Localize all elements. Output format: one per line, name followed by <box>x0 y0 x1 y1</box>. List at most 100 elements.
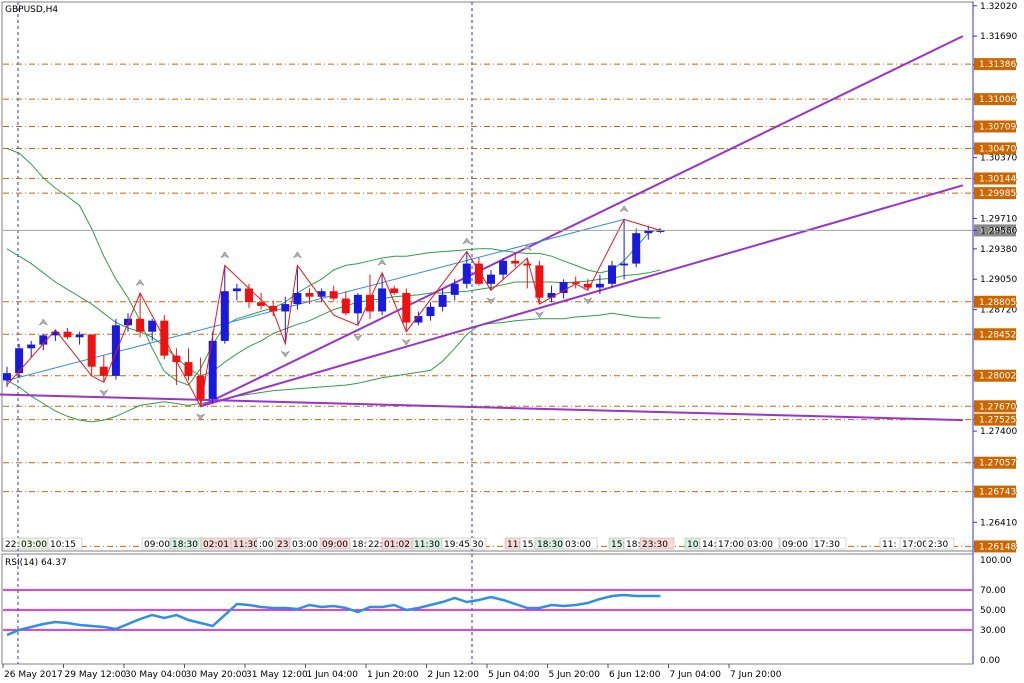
session-label: 11: <box>507 540 521 550</box>
session-label-box <box>469 537 487 550</box>
level-price-box <box>974 142 1016 155</box>
fractal-arrow-icon <box>99 389 109 397</box>
time-label: 30 May 20:00 <box>186 670 248 680</box>
time-label: 1 Jun 04:00 <box>307 670 359 680</box>
session-label-box <box>811 537 847 550</box>
time-label: 31 May 12:00 <box>246 670 308 680</box>
bear-candle <box>63 331 72 338</box>
bull-candle <box>281 304 290 312</box>
bear-candle <box>172 355 181 363</box>
fractal-arrows <box>38 205 629 421</box>
session-label-box <box>925 537 955 550</box>
level-price-label: 1.27525 <box>979 416 1016 426</box>
fractal-arrow-icon <box>38 318 49 326</box>
bear-candle <box>474 263 483 284</box>
session-label: 11:30 <box>414 540 440 550</box>
level-price-box <box>974 485 1016 498</box>
fractal-arrow-icon <box>583 297 593 305</box>
session-label: 09:00 <box>782 540 808 550</box>
bull-candle <box>426 306 435 317</box>
session-label-box <box>47 537 83 550</box>
price-tick-label: 1.26410 <box>980 518 1017 528</box>
bear-candle <box>341 298 350 314</box>
channel-line <box>200 184 964 408</box>
current-price-label: 1.29580 <box>979 226 1016 236</box>
bull-candle <box>232 288 241 292</box>
fractal-arrow-icon <box>401 338 412 346</box>
bear-candle <box>87 334 96 367</box>
time-label: 5 Jun 20:00 <box>549 670 601 680</box>
bear-candle <box>366 294 374 312</box>
bear-candle <box>136 318 145 332</box>
level-price-label: 1.29985 <box>979 189 1016 199</box>
bear-candle <box>269 305 278 312</box>
fractal-arrow-icon <box>292 251 303 259</box>
level-price-label: 1.27670 <box>979 402 1016 412</box>
bear-candle <box>535 265 544 298</box>
bear-candle <box>402 293 411 323</box>
session-label: 17:00 <box>902 540 928 550</box>
price-tick-label: 1.32020 <box>980 2 1017 12</box>
level-price-box <box>974 369 1016 382</box>
zigzag-indicator <box>6 218 661 408</box>
level-price-box <box>974 172 1016 185</box>
price-tick-label: 1.30370 <box>980 154 1017 164</box>
session-label: :00 <box>259 540 274 550</box>
fractal-arrow-icon <box>195 413 206 421</box>
bull-candle <box>51 331 60 336</box>
bull-candle <box>438 294 447 307</box>
session-label: 10: <box>687 540 701 550</box>
level-price-label: 1.28002 <box>979 372 1016 382</box>
price-tick-label: 1.29710 <box>980 214 1017 224</box>
bull-candle <box>644 230 653 234</box>
channel-lines[interactable] <box>0 35 964 422</box>
price-axis: 1.320201.316901.313801.310061.307091.304… <box>973 2 1017 553</box>
current-price-box <box>974 224 1016 237</box>
trend-line[interactable] <box>6 218 625 381</box>
session-label: 18: <box>352 540 366 550</box>
bull-candle <box>111 325 120 376</box>
bull-candle <box>208 340 217 399</box>
bear-candle <box>583 283 592 288</box>
session-label-box <box>562 537 598 550</box>
price-tick-label: 1.29050 <box>980 275 1017 285</box>
fractal-arrow-icon <box>619 205 629 213</box>
bull-candle <box>148 320 157 332</box>
bull-candle <box>559 281 568 294</box>
rsi-tick-label: 70.00 <box>980 586 1006 596</box>
price-tick-label: 1.28720 <box>980 306 1017 316</box>
bear-candle <box>511 260 520 264</box>
session-label: 14: <box>702 540 716 550</box>
time-label: 30 May 04:00 <box>125 670 187 680</box>
session-label: 18:30 <box>537 540 563 550</box>
bull-candle <box>462 263 471 284</box>
level-price-label: 1.26148 <box>979 542 1016 552</box>
time-label: 6 Jun 12:00 <box>609 670 661 680</box>
bear-candle <box>245 288 253 303</box>
horizontal-levels <box>3 63 972 547</box>
bull-candle <box>317 291 326 297</box>
level-price-label: 1.28805 <box>979 298 1016 308</box>
session-label: 17:30 <box>814 540 840 550</box>
session-label: 23: <box>277 540 291 550</box>
session-label: 15: <box>522 540 536 550</box>
time-label: 1 Jun 20:00 <box>367 670 419 680</box>
fractal-arrow-icon <box>462 237 472 245</box>
session-label: 03:00 <box>21 540 47 550</box>
fractal-arrow-icon <box>522 243 533 252</box>
session-label: 03:00 <box>292 540 318 550</box>
level-price-box <box>974 400 1016 413</box>
level-price-box <box>974 295 1016 308</box>
session-label: 18: <box>626 540 640 550</box>
bull-candle <box>499 260 508 275</box>
bull-candle <box>353 294 362 314</box>
session-label: 09:00 <box>144 540 170 550</box>
band-middle <box>6 248 661 377</box>
bull-candle <box>414 316 423 323</box>
level-price-label: 1.30144 <box>979 174 1016 184</box>
bull-candle <box>27 344 36 349</box>
bull-candle <box>378 288 387 312</box>
level-price-box <box>974 187 1016 200</box>
